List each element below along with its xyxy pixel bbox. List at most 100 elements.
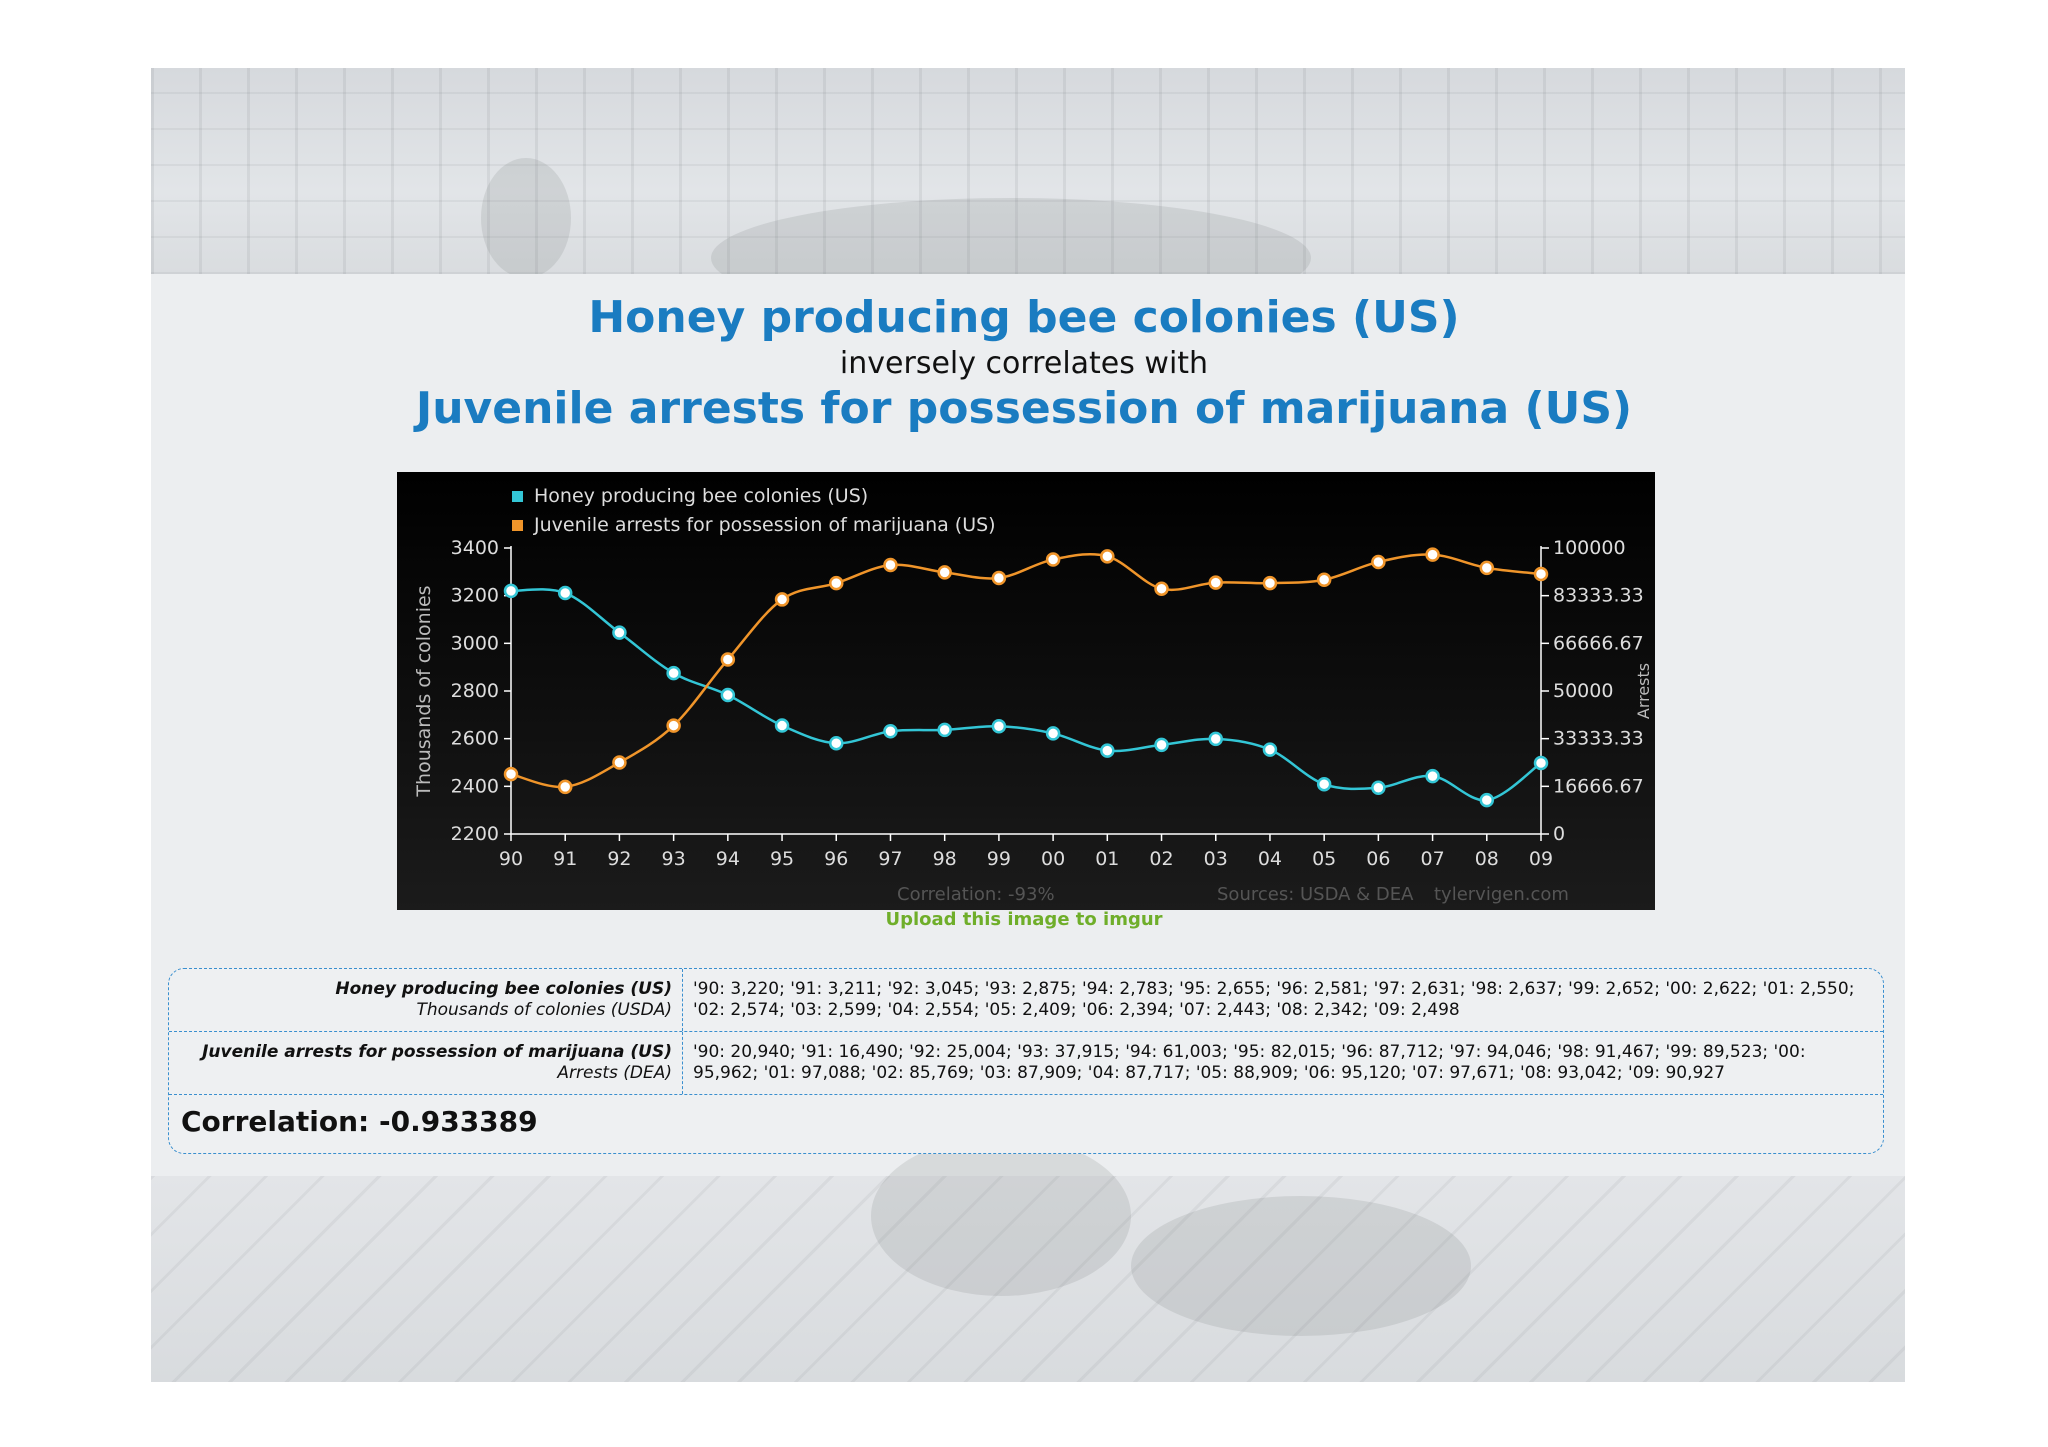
data-point [1425, 768, 1440, 784]
data-point [1045, 726, 1061, 741]
series-line-juvenile-arrests [510, 553, 1542, 789]
data-point [829, 575, 844, 591]
data-point [1045, 552, 1061, 567]
data-point [1533, 566, 1549, 582]
x-tick-label: 90 [499, 848, 523, 870]
y-tick-label-right: 66666.67 [1553, 632, 1644, 654]
y-tick-label-left: 3400 [451, 537, 499, 559]
x-tick-label: 91 [553, 848, 577, 870]
legend-swatch [512, 520, 523, 531]
data-point [1371, 780, 1386, 796]
y-tick-label-left: 2800 [451, 680, 499, 702]
data-point [1154, 737, 1169, 753]
y-tick-label-right: 33333.33 [1553, 728, 1644, 750]
data-point [991, 719, 1007, 734]
data-point [1425, 547, 1440, 562]
row-label-cell: Juvenile arrests for possession of marij… [169, 1032, 683, 1094]
data-point [991, 570, 1007, 586]
x-tick-label: 02 [1149, 848, 1173, 870]
y-tick-label-left: 3000 [451, 632, 499, 654]
x-tick-label: 04 [1258, 848, 1282, 870]
x-tick-label: 96 [824, 848, 848, 870]
x-tick-label: 05 [1312, 848, 1336, 870]
y-axis-label-right: Arrests [1634, 663, 1653, 719]
row-sublabel: Thousands of colonies (USDA) [416, 1000, 672, 1020]
data-point [666, 665, 681, 681]
row-values: '90: 20,940; '91: 16,490; '92: 25,004; '… [693, 1042, 1806, 1083]
y-tick-label-right: 83333.33 [1553, 585, 1644, 607]
data-point [1316, 776, 1332, 792]
x-tick-label: 98 [933, 848, 957, 870]
data-point [1371, 554, 1386, 570]
data-point [1208, 731, 1223, 747]
row-sublabel: Arrests (DEA) [557, 1063, 672, 1083]
y-tick-label-left: 3200 [451, 585, 499, 607]
data-point [1100, 549, 1115, 564]
data-point [883, 724, 898, 739]
data-point [1262, 742, 1278, 757]
row-values: '90: 3,220; '91: 3,211; '92: 3,045; '93:… [693, 979, 1855, 1020]
x-tick-label: 03 [1204, 848, 1228, 870]
y-tick-label-right: 50000 [1553, 680, 1613, 702]
data-point [666, 718, 681, 733]
x-tick-label: 99 [987, 848, 1011, 870]
table-row: Honey producing bee colonies (US) Thousa… [169, 969, 1883, 1032]
x-tick-label: 01 [1095, 848, 1119, 870]
data-point [1316, 572, 1332, 587]
y-tick-label-right: 16666.67 [1553, 775, 1644, 797]
x-tick-label: 07 [1420, 848, 1444, 870]
data-point [612, 625, 627, 640]
data-point [720, 687, 736, 703]
chart-title-primary: Honey producing bee colonies (US) [588, 292, 1460, 343]
x-tick-label: 92 [607, 848, 631, 870]
data-point [1208, 575, 1223, 590]
y-tick-label-right: 0 [1553, 823, 1565, 845]
data-point [503, 583, 519, 599]
data-point [1479, 560, 1495, 576]
data-point [1479, 792, 1495, 808]
data-point [1154, 581, 1169, 596]
data-point [1262, 575, 1278, 591]
footer-sources: Sources: USDA & DEA [1217, 884, 1414, 905]
legend-label: Honey producing bee colonies (US) [534, 485, 868, 507]
chart-subtitle: inversely correlates with [839, 346, 1209, 381]
data-point [720, 652, 736, 667]
background-photo-top [151, 68, 1905, 318]
x-tick-label: 94 [716, 848, 740, 870]
row-label-cell: Honey producing bee colonies (US) Thousa… [169, 969, 683, 1031]
x-tick-label: 00 [1041, 848, 1065, 870]
correlation-value: Correlation: -0.933389 [181, 1105, 538, 1138]
data-point [1100, 743, 1115, 758]
data-point [503, 766, 519, 782]
upload-imgur-link[interactable]: Upload this image to imgur [885, 909, 1163, 930]
y-tick-label-left: 2400 [451, 775, 499, 797]
data-point [883, 557, 898, 573]
data-point [1533, 755, 1549, 771]
y-tick-label-left: 2200 [451, 823, 499, 845]
data-point [557, 779, 573, 795]
row-label: Honey producing bee colonies (US) [335, 979, 672, 999]
data-table: Honey producing bee colonies (US) Thousa… [168, 968, 1884, 1154]
y-tick-label-right: 100000 [1553, 537, 1626, 559]
data-point [937, 565, 952, 580]
series-line-bee-colonies [510, 588, 1542, 802]
footer-correlation: Correlation: -93% [897, 884, 1055, 905]
y-tick-label-left: 2600 [451, 728, 499, 750]
x-tick-label: 93 [662, 848, 686, 870]
data-point [829, 735, 844, 751]
legend-label: Juvenile arrests for possession of marij… [533, 514, 996, 536]
x-tick-label: 95 [770, 848, 794, 870]
x-tick-label: 08 [1475, 848, 1499, 870]
y-axis-label-left: Thousands of colonies [413, 585, 435, 797]
background-photo-bottom [151, 1136, 1905, 1382]
footer-site: tylervigen.com [1434, 884, 1569, 905]
data-point [774, 592, 790, 607]
data-point [612, 755, 627, 770]
data-point [774, 718, 790, 733]
data-point [557, 585, 573, 601]
legend-swatch [512, 491, 523, 502]
x-tick-label: 06 [1366, 848, 1390, 870]
x-tick-label: 09 [1529, 848, 1553, 870]
x-tick-label: 97 [878, 848, 902, 870]
data-point [937, 722, 952, 738]
